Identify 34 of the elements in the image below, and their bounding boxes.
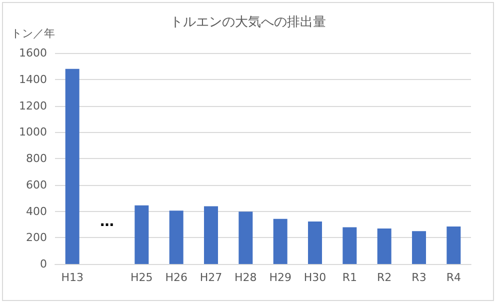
y-tick-label: 600 — [26, 178, 47, 192]
x-tick-label: H28 — [234, 271, 257, 284]
bar — [308, 222, 322, 264]
chart-title: トルエンの大気への排出量 — [170, 15, 326, 30]
bar — [65, 68, 80, 264]
y-tick-label: 1600 — [19, 46, 47, 60]
bar — [169, 210, 184, 264]
y-tick-label: 200 — [26, 231, 47, 244]
x-tick-label: R4 — [446, 271, 461, 284]
y-tick-label: 1400 — [19, 72, 47, 86]
bar — [377, 228, 392, 264]
annotation: … — [100, 214, 114, 230]
bar — [412, 231, 426, 264]
x-tick-label: H29 — [269, 271, 292, 284]
x-tick-label: R2 — [377, 271, 392, 284]
x-tick-label: H13 — [61, 271, 84, 284]
bar — [134, 205, 149, 264]
y-tick-label: 400 — [26, 204, 47, 218]
bar — [273, 218, 288, 264]
bar — [238, 212, 253, 264]
bar — [446, 226, 461, 264]
y-tick-label: 0 — [40, 258, 47, 270]
x-tick-label: H26 — [165, 271, 188, 284]
x-tick-label: R3 — [412, 271, 426, 284]
y-tick-label: 1200 — [19, 99, 47, 112]
bar — [342, 227, 357, 264]
x-tick-label: H30 — [304, 271, 326, 284]
y-tick-label: 1000 — [19, 126, 47, 139]
x-tick-label: H25 — [130, 271, 153, 284]
x-tick-label: R1 — [342, 271, 357, 284]
y-tick-label: 800 — [26, 152, 47, 165]
bar — [204, 206, 218, 264]
y-axis-title: トン／年 — [11, 27, 55, 40]
x-tick-label: H27 — [200, 271, 222, 284]
